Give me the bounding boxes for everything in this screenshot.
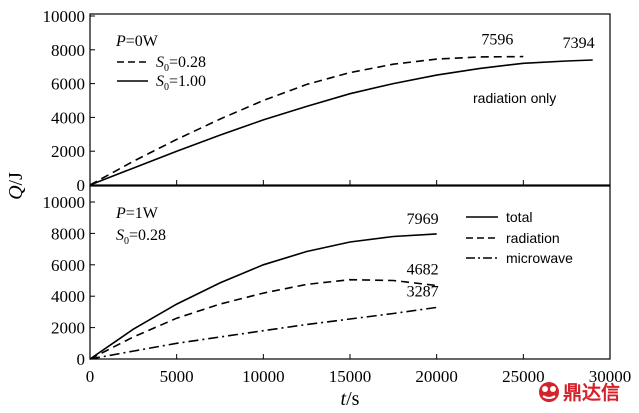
top-param-label: P=0W — [115, 33, 159, 50]
y-tick-label: 2000 — [51, 142, 85, 161]
end-value-label: 7596 — [481, 32, 513, 49]
x-tick-label: 25000 — [502, 367, 545, 386]
x-tick-label: 10000 — [242, 367, 285, 386]
x-tick-labels: 0 5000 10000 15000 20000 25000 30000 — [86, 367, 632, 386]
y-tick-label: 0 — [77, 176, 86, 195]
series-line-s0100 — [89, 59, 593, 186]
series-line-total — [89, 233, 437, 360]
y-tick-label: 6000 — [51, 75, 85, 94]
x-tick-label: 0 — [86, 367, 95, 386]
x-tick-label: 5000 — [160, 367, 194, 386]
legend-label-total: total — [506, 209, 532, 225]
y-tick-labels: 0200040006000800010000020004000600080001… — [43, 7, 86, 369]
series-line-radiation — [89, 278, 437, 360]
legend-label-radiation: radiation — [506, 230, 560, 246]
end-value-label: 7394 — [563, 35, 595, 52]
bottom-s-label: S0=0.28 — [116, 227, 166, 247]
end-value-label: 7969 — [407, 211, 439, 228]
end-value-label: 3287 — [407, 283, 439, 300]
y-tick-label: 6000 — [51, 256, 85, 275]
y-tick-label: 4000 — [51, 287, 85, 306]
y-tick-label: 8000 — [51, 41, 85, 60]
legend-label-s100: S0=1.00 — [156, 73, 206, 93]
series-line-microwave — [89, 306, 437, 360]
y-tick-label: 2000 — [51, 319, 85, 338]
bottom-param-label: P=1W — [115, 205, 159, 222]
x-tick-label: 15000 — [329, 367, 372, 386]
y-tick-label: 8000 — [51, 224, 85, 243]
radiation-only-annotation: radiation only — [473, 90, 556, 106]
end-value-label: 4682 — [407, 261, 439, 278]
end-value-labels: 7596 7394 7969 4682 3287 — [407, 32, 595, 301]
x-axis-title: t/s — [341, 388, 360, 410]
y-tick-label: 0 — [77, 350, 86, 369]
y-tick-label: 10000 — [43, 7, 86, 26]
series-lines — [89, 55, 593, 360]
x-tick-label: 30000 — [589, 367, 632, 386]
y-axis-title: Q/J — [5, 172, 27, 200]
series-line-s0028 — [89, 55, 524, 186]
legend-label-microwave: microwave — [506, 250, 573, 266]
watermark-logo: 鼎达信 — [539, 381, 620, 404]
x-tick-label: 20000 — [415, 367, 458, 386]
y-tick-label: 4000 — [51, 108, 85, 127]
watermark-text: 鼎达信 — [563, 381, 620, 404]
y-tick-label: 10000 — [43, 193, 86, 212]
legend-label-s028: S0=0.28 — [156, 54, 206, 74]
